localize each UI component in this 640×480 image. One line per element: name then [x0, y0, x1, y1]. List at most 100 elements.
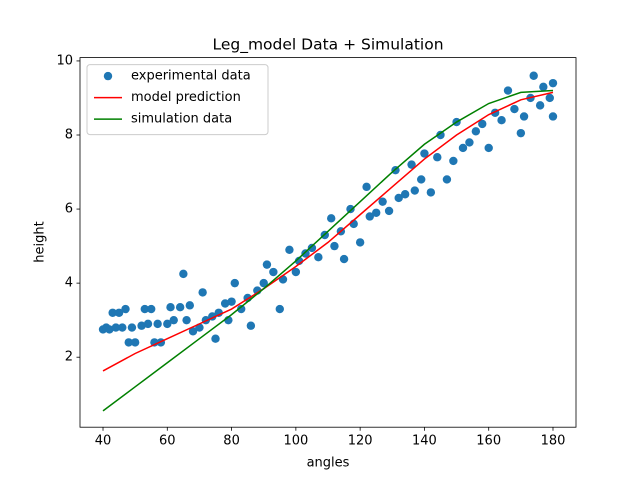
data-point [285, 245, 294, 255]
legend-label: experimental data [131, 69, 251, 84]
data-point [130, 338, 140, 347]
data-point [510, 104, 519, 114]
y-tick-label: 6 [65, 202, 73, 217]
data-point [175, 303, 185, 312]
data-point [230, 278, 239, 288]
data-point [291, 267, 301, 277]
data-point [365, 212, 374, 221]
data-point [407, 160, 416, 169]
data-point [105, 325, 114, 334]
data-point [426, 188, 436, 197]
data-point [127, 323, 137, 332]
data-point [259, 278, 268, 288]
data-point [433, 153, 442, 162]
data-point [516, 128, 526, 138]
data-point [137, 321, 146, 330]
data-point [121, 304, 130, 314]
data-point [124, 338, 133, 347]
data-point [114, 308, 124, 317]
data-point [478, 119, 487, 129]
data-point [111, 323, 121, 332]
data-point [503, 86, 513, 95]
data-point [548, 112, 558, 121]
data-point [211, 334, 220, 343]
data-point [227, 297, 236, 306]
data-point [355, 238, 365, 247]
data-point [497, 115, 506, 125]
data-point [118, 323, 127, 332]
data-point [339, 254, 349, 264]
legend-marker [103, 71, 113, 81]
data-point [442, 175, 452, 184]
x-tick-label: 80 [223, 434, 240, 449]
data-point [420, 149, 429, 158]
data-point [185, 301, 194, 310]
data-point [410, 186, 419, 195]
plot-frame [79, 57, 577, 428]
data-point [262, 260, 272, 269]
data-point [140, 304, 149, 314]
data-point [465, 138, 474, 147]
y-tick-label: 10 [56, 53, 73, 68]
y-tick-label: 4 [65, 276, 73, 291]
data-point [484, 143, 493, 153]
data-point [314, 253, 323, 262]
y-tick-label: 2 [65, 350, 73, 365]
data-point [471, 127, 481, 136]
data-point [153, 319, 162, 329]
data-point [417, 175, 426, 184]
data-point [384, 206, 394, 216]
data-point [346, 204, 355, 214]
data-point [436, 130, 445, 140]
data-point [539, 82, 548, 92]
data-point [237, 304, 246, 314]
data-point [519, 112, 529, 121]
x-tick-label: 120 [348, 434, 373, 449]
legend-box [86, 64, 269, 136]
legend-label: model prediction [131, 90, 241, 105]
chart-title: Leg_model Data + Simulation [212, 36, 443, 55]
data-point [246, 321, 256, 330]
data-point [548, 78, 558, 88]
data-point [108, 308, 117, 317]
data-point [301, 249, 310, 258]
x-tick-label: 40 [95, 434, 112, 449]
data-point [150, 338, 159, 347]
data-point [400, 190, 410, 199]
data-point [179, 269, 188, 279]
data-point [394, 193, 403, 203]
data-point [182, 315, 191, 325]
data-point [214, 308, 223, 317]
data-point [147, 304, 156, 314]
data-point [535, 101, 545, 110]
data-point [269, 267, 278, 277]
x-tick-label: 160 [476, 434, 501, 449]
data-point [163, 319, 172, 329]
data-point [327, 214, 336, 223]
data-point [166, 303, 175, 312]
line-series [102, 89, 554, 412]
data-point [545, 93, 554, 103]
data-point [378, 197, 387, 206]
x-tick-label: 180 [541, 434, 566, 449]
data-point [449, 156, 458, 166]
y-tick-label: 8 [65, 128, 73, 143]
data-point [529, 71, 538, 80]
legend-label: simulation data [131, 112, 232, 127]
data-point [307, 243, 317, 253]
data-point [143, 319, 153, 329]
data-point [169, 315, 178, 325]
x-axis-label: angles [307, 456, 350, 471]
x-tick-label: 100 [283, 434, 308, 449]
data-point [188, 327, 198, 336]
data-point [198, 288, 207, 297]
x-tick-label: 140 [412, 434, 437, 449]
data-point [220, 299, 230, 308]
x-tick-label: 60 [159, 434, 176, 449]
y-axis-label: height [33, 221, 48, 262]
data-point [372, 208, 381, 217]
data-point [275, 304, 284, 314]
data-point [330, 241, 339, 251]
